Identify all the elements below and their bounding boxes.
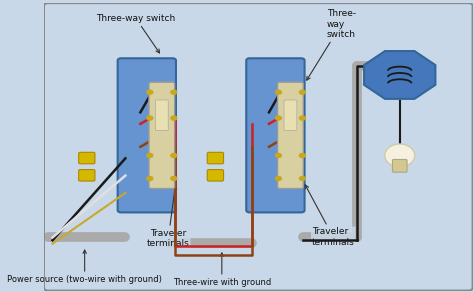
Circle shape [147,116,153,120]
Ellipse shape [385,144,415,167]
FancyBboxPatch shape [118,58,176,212]
Circle shape [147,90,153,94]
Circle shape [300,116,305,120]
Text: Three-wire with ground: Three-wire with ground [173,253,271,287]
Circle shape [275,154,282,157]
FancyBboxPatch shape [149,82,175,189]
Polygon shape [364,51,436,99]
Circle shape [171,176,177,180]
Circle shape [275,90,282,94]
FancyBboxPatch shape [79,152,95,164]
Circle shape [275,176,282,180]
Circle shape [300,90,305,94]
FancyBboxPatch shape [155,100,168,131]
Circle shape [171,90,177,94]
Circle shape [147,176,153,180]
Circle shape [300,176,305,180]
Circle shape [300,154,305,157]
FancyBboxPatch shape [246,58,305,212]
Circle shape [171,116,177,120]
Circle shape [275,116,282,120]
FancyBboxPatch shape [79,170,95,181]
Text: Traveler
terminals: Traveler terminals [147,185,190,248]
FancyBboxPatch shape [278,82,303,189]
Text: Power source (two-wire with ground): Power source (two-wire with ground) [7,250,162,284]
FancyBboxPatch shape [207,170,224,181]
Text: Traveler
terminals: Traveler terminals [305,185,355,247]
Circle shape [147,154,153,157]
Text: Three-
way
switch: Three- way switch [307,9,356,80]
Circle shape [171,154,177,157]
Text: Three-way switch: Three-way switch [97,14,176,53]
FancyBboxPatch shape [284,100,297,131]
FancyBboxPatch shape [207,152,224,164]
FancyBboxPatch shape [392,159,407,172]
